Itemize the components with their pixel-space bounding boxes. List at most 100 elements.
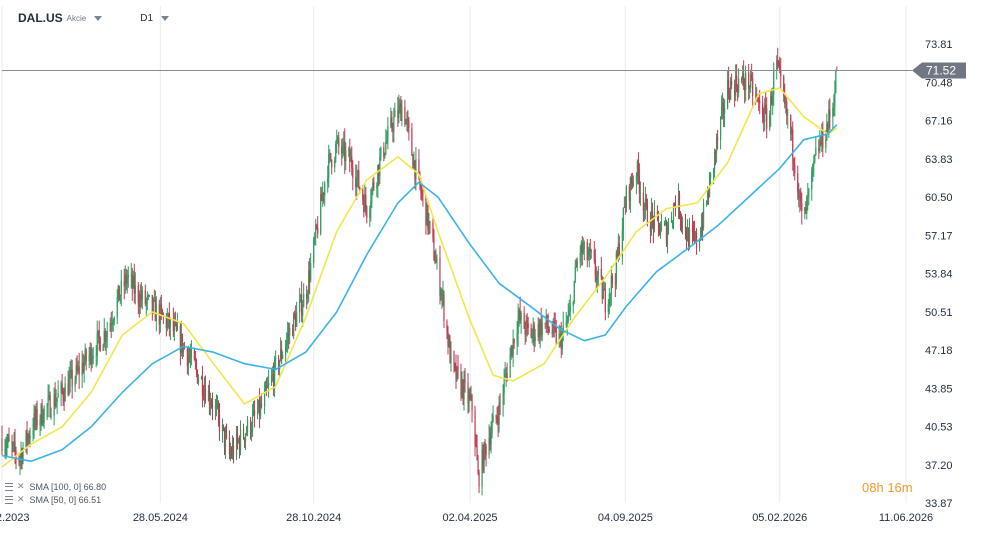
candle-body [644, 198, 647, 208]
candle-body [518, 310, 520, 317]
candle-body [537, 323, 539, 337]
interval-label[interactable]: D1 [140, 12, 154, 24]
candle-body [324, 182, 326, 195]
candle-body [714, 151, 717, 153]
instrument-type-label: Akcie [66, 13, 87, 23]
candle-body [652, 217, 655, 230]
candle-body [243, 437, 246, 442]
candle-body [483, 442, 485, 471]
candle-body [190, 350, 193, 357]
candle-body [741, 79, 743, 80]
candle-body [173, 323, 175, 332]
candle-body [15, 451, 17, 458]
candle-body [712, 168, 715, 174]
candle-body [719, 117, 722, 140]
candle-body [348, 149, 350, 151]
candle-body [95, 355, 97, 357]
candle-body [752, 78, 754, 97]
candle-body [385, 142, 387, 153]
candle-body [617, 243, 619, 257]
candle-body [723, 108, 726, 114]
candle-body [815, 148, 817, 155]
candle-body [90, 347, 92, 365]
y-tick-label: 47.18 [925, 345, 953, 357]
candle-body [705, 202, 708, 204]
candle-body [673, 205, 676, 206]
candle-body [686, 229, 689, 242]
candle-body [492, 415, 494, 423]
candle-body [553, 320, 555, 325]
candle-body [453, 351, 455, 365]
candle-body [274, 360, 276, 387]
indicator-settings-icon[interactable] [5, 482, 13, 491]
candle-body [320, 194, 322, 234]
y-tick-label: 40.53 [925, 422, 953, 434]
candle-body [85, 350, 87, 362]
candle-body [776, 60, 778, 70]
candle-body [749, 87, 751, 89]
candle-body [738, 79, 740, 93]
candle-body [407, 119, 409, 123]
candle-body [105, 337, 107, 342]
candle-body [568, 311, 570, 316]
candle-body [406, 119, 408, 121]
candle-body [289, 328, 291, 336]
candle-body [450, 351, 452, 363]
candle-body [456, 366, 458, 380]
candle-body [489, 437, 491, 445]
close-icon[interactable]: ✕ [17, 494, 25, 504]
candle-body [109, 323, 111, 332]
candle-body [832, 107, 834, 118]
candle-body [764, 105, 766, 123]
candle-body [582, 249, 584, 253]
candle-body [18, 457, 20, 463]
candle-body [308, 270, 310, 294]
candle-body [36, 408, 38, 426]
indicator-sma100-row[interactable]: ✕ SMA [100, 0] 66.80 [5, 480, 106, 493]
candle-body [225, 434, 228, 437]
candle-body [211, 404, 214, 409]
candle-body [130, 274, 132, 276]
candle-body [71, 369, 73, 387]
candle-body [167, 313, 169, 320]
candle-body [221, 424, 224, 432]
candle-body [455, 365, 457, 380]
candle-body [217, 404, 220, 415]
candle-body [594, 259, 596, 276]
candle-body [787, 115, 789, 116]
candle-body [539, 320, 541, 338]
candle-body [805, 207, 807, 214]
candle-body [39, 419, 41, 426]
close-icon[interactable]: ✕ [17, 481, 25, 491]
candle-body [702, 203, 705, 229]
candle-body [207, 390, 210, 401]
symbol-label[interactable]: DAL.US [18, 11, 63, 25]
interval-dropdown-icon[interactable] [161, 15, 170, 21]
candle-body [29, 435, 31, 439]
candle-body [622, 207, 624, 231]
candle-body [118, 285, 120, 301]
candle-body [827, 123, 829, 128]
candle-body [202, 395, 205, 397]
indicator-sma50-row[interactable]: ✕ SMA [50, 0] 66.51 [5, 493, 106, 506]
candle-body [559, 333, 561, 335]
candle-body [172, 318, 174, 332]
candle-body [820, 140, 822, 145]
candle-body [13, 441, 15, 444]
candle-body [161, 309, 163, 316]
candle-body [687, 229, 690, 248]
candle-body [133, 275, 135, 294]
candle-body [512, 339, 514, 356]
indicator-settings-icon[interactable] [5, 495, 13, 504]
candle-body [412, 155, 414, 169]
candle-body [179, 325, 181, 353]
candle-body [509, 353, 511, 378]
candle-body [574, 267, 576, 281]
candle-body [356, 176, 358, 188]
candle-body [187, 356, 190, 366]
candle-body [573, 280, 575, 303]
candle-body [330, 152, 332, 161]
candle-body [69, 372, 71, 380]
symbol-dropdown-icon[interactable] [94, 15, 103, 21]
